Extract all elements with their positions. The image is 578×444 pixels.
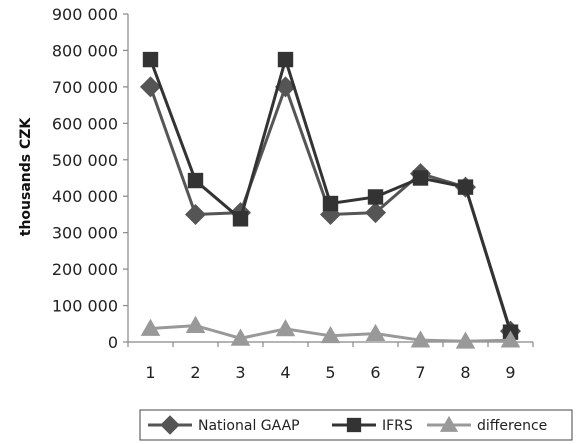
- triangle-marker: [455, 331, 476, 349]
- y-tick-label: 800 000: [52, 41, 118, 60]
- triangle-marker: [185, 315, 206, 333]
- y-tick-label: 200 000: [52, 260, 118, 279]
- chart-legend: National GAAP IFRS difference: [139, 409, 573, 441]
- y-tick-label: 100 000: [52, 297, 118, 316]
- square-marker: [412, 170, 429, 186]
- triangle-marker: [275, 319, 296, 337]
- square-marker: [457, 179, 474, 195]
- square-marker: [322, 195, 339, 212]
- triangle-marker: [439, 415, 459, 432]
- y-tick-label: 500 000: [52, 151, 118, 170]
- triangle-marker: [140, 318, 161, 336]
- triangle-marker: [365, 323, 386, 341]
- legend-item: IFRS: [332, 417, 413, 434]
- diamond-marker: [185, 203, 206, 225]
- y-tick-label: 300 000: [52, 224, 118, 243]
- y-axis-title: thousands CZK: [18, 117, 34, 237]
- y-tick-label: 0: [108, 333, 118, 352]
- chart-series: [140, 51, 521, 349]
- y-axis-ticks: 0 100 000 200 000 300 000 400 000 500 000 600 …: [52, 5, 128, 352]
- series-ifrs: [142, 51, 519, 340]
- x-tick-label: 2: [190, 363, 200, 382]
- x-tick-label: 6: [370, 363, 380, 382]
- legend-label: IFRS: [382, 418, 413, 434]
- triangle-marker: [500, 330, 521, 348]
- y-tick-label: 600 000: [52, 114, 118, 133]
- y-tick-label: 900 000: [52, 5, 118, 24]
- x-tick-label: 4: [280, 363, 290, 382]
- legend-item: National GAAP: [148, 415, 300, 435]
- legend-item: difference: [427, 415, 547, 434]
- diamond-marker: [140, 76, 161, 98]
- triangle-marker: [410, 330, 431, 348]
- diamond-marker: [160, 415, 180, 435]
- square-marker: [232, 211, 249, 227]
- x-tick-label: 5: [325, 363, 335, 382]
- square-marker: [277, 51, 294, 68]
- x-tick-label: 7: [415, 363, 425, 382]
- square-marker: [346, 417, 362, 433]
- legend-label: National GAAP: [198, 418, 300, 434]
- triangle-marker: [320, 326, 341, 344]
- x-tick-label: 3: [235, 363, 245, 382]
- legend-label: difference: [477, 418, 547, 434]
- triangle-marker: [230, 328, 251, 346]
- x-axis-ticks: 1 2 3 4 5 6 7 8 9: [127, 342, 534, 382]
- diamond-marker: [365, 202, 386, 224]
- x-tick-label: 8: [460, 363, 470, 382]
- y-tick-label: 400 000: [52, 187, 118, 206]
- square-marker: [367, 189, 384, 205]
- square-marker: [187, 172, 204, 189]
- y-tick-label: 700 000: [52, 78, 118, 97]
- x-tick-label: 9: [505, 363, 515, 382]
- x-tick-label: 1: [145, 363, 155, 382]
- square-marker: [142, 51, 159, 68]
- series-difference: [140, 315, 521, 349]
